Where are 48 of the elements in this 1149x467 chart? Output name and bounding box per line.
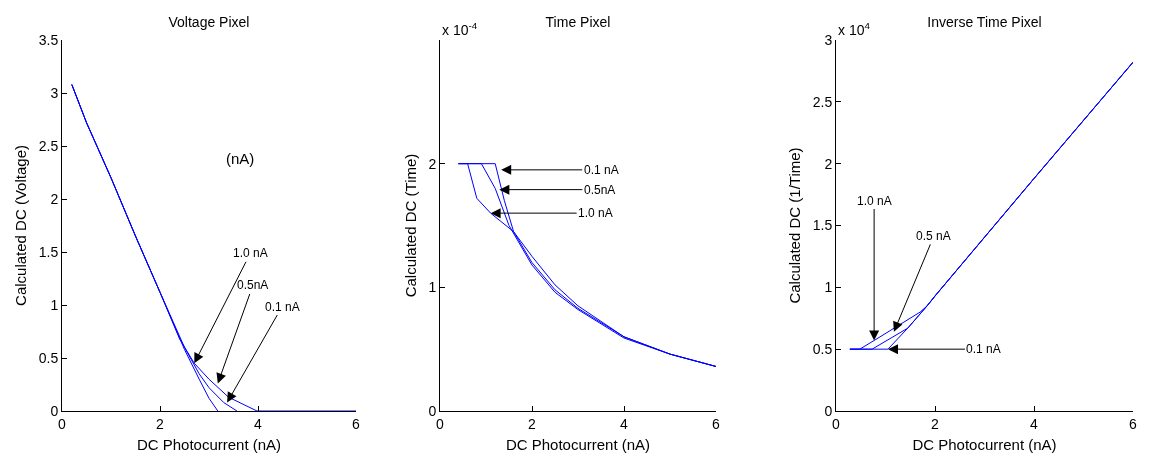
x-tick-label: 4 bbox=[620, 415, 629, 432]
x-tick-label: 4 bbox=[254, 415, 263, 432]
y-tick-label: 0 bbox=[824, 402, 833, 419]
y-tick-label: 1.5 bbox=[38, 243, 59, 260]
chart-title: Inverse Time Pixel bbox=[927, 13, 1042, 30]
chart-title: Time Pixel bbox=[545, 13, 611, 30]
annotation: 0.1 nA bbox=[966, 342, 1001, 356]
text: x 10$^{-4}$ bbox=[442, 20, 478, 38]
y-tick-label: 1 bbox=[428, 279, 437, 296]
y-axis-title: Calculated DC (1/Time) bbox=[785, 147, 803, 304]
chart-title: Voltage Pixel bbox=[168, 13, 250, 30]
y-axis-title: Calculated DC (Time) bbox=[401, 153, 419, 298]
y-tick-label: 1 bbox=[824, 279, 833, 296]
x-tick-label: 2 bbox=[156, 415, 165, 432]
y-tick-label: 3 bbox=[824, 31, 833, 48]
y-tick-label: 2 bbox=[824, 155, 833, 172]
annotation: 0.5nA bbox=[237, 278, 269, 292]
y-tick-label: 0.5 bbox=[38, 349, 59, 366]
annotation: 0.5nA bbox=[584, 183, 616, 197]
annotation: 0.1 nA bbox=[584, 163, 619, 177]
y-tick-label: 0.5 bbox=[812, 341, 833, 358]
y-tick-label: 0 bbox=[428, 402, 437, 419]
x-tick-label: 6 bbox=[352, 415, 361, 432]
y-tick-label: 3 bbox=[50, 84, 59, 101]
y-tick-label: 2 bbox=[428, 155, 437, 172]
annotation: 1.0 nA bbox=[857, 194, 892, 208]
annotation: 1.0 nA bbox=[578, 206, 613, 220]
y-tick-label: 3.5 bbox=[38, 31, 59, 48]
x-tick-label: 2 bbox=[931, 415, 940, 432]
y-axis-title: Calculated DC (Voltage) bbox=[11, 145, 29, 306]
y-tick-label: 2.5 bbox=[812, 93, 833, 110]
x-tick-label: 6 bbox=[712, 415, 721, 432]
y-tick-label: 2.5 bbox=[38, 137, 59, 154]
y-tick-label: 2 bbox=[50, 190, 59, 207]
x-axis-title: DC Photocurrent (nA) bbox=[136, 435, 282, 453]
annotation: 0.1 nA bbox=[265, 300, 300, 314]
y-tick-label: 1.5 bbox=[812, 217, 833, 234]
text: x 10$^{4}$ bbox=[838, 20, 871, 38]
x-axis-title: DC Photocurrent (nA) bbox=[912, 435, 1057, 453]
annotation: (nA) bbox=[226, 150, 255, 167]
y-tick-label: 0 bbox=[50, 402, 59, 419]
annotation: 1.0 nA bbox=[233, 246, 268, 260]
annotation: 0.5 nA bbox=[916, 229, 951, 243]
y-tick-label: 1 bbox=[50, 296, 59, 313]
x-axis-title: DC Photocurrent (nA) bbox=[505, 435, 651, 453]
x-tick-label: 2 bbox=[528, 415, 537, 432]
x-tick-label: 6 bbox=[1129, 415, 1138, 432]
x-tick-label: 4 bbox=[1030, 415, 1039, 432]
